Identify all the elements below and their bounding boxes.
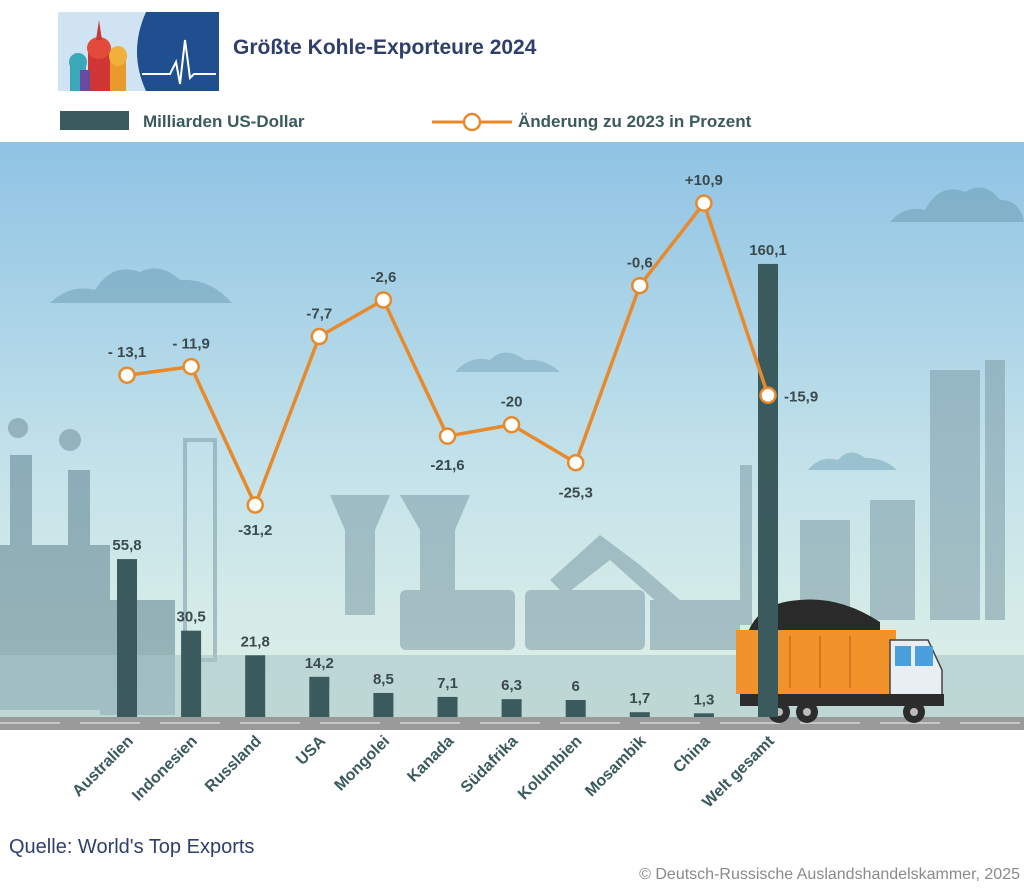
bar-7	[501, 699, 522, 717]
line-point-10	[695, 194, 713, 212]
line-point-11	[759, 386, 777, 405]
line-value-label: - 11,9	[172, 336, 210, 353]
logo-icon	[58, 12, 219, 91]
bar-value-labels: 55,8 30,5 21,8 14,2 8,5 7,1 6,3 6 1,7 1,3 160,1	[112, 242, 786, 708]
line-point-5	[374, 291, 393, 309]
line-point-7	[502, 415, 521, 434]
category-label: USA	[293, 732, 329, 768]
category-label: China	[670, 733, 714, 777]
page-title: Größte Kohle-Exporteure 2024	[233, 36, 537, 59]
line-value-label: -21,6	[430, 457, 464, 474]
line-value-label: -0,6	[627, 255, 653, 272]
category-label: Südafrika	[458, 733, 522, 797]
bar-value-label: 14,2	[305, 655, 334, 672]
line-point-2	[182, 357, 200, 376]
bar-5	[373, 692, 394, 717]
bar-value-label: 160,1	[749, 242, 787, 259]
legend-bar-label: Milliarden US-Dollar	[143, 112, 305, 131]
bar-10	[693, 713, 714, 717]
category-label: Australien	[69, 733, 136, 800]
line-point-6	[438, 427, 457, 445]
line-value-labels: - 13,1 - 11,9 -31,2 -7,7 -2,6 -21,6 -20 -25,3 -0…	[108, 172, 818, 539]
line-point-9	[631, 276, 649, 295]
bar-value-label: 21,8	[241, 633, 270, 650]
category-label: Mongolei	[332, 733, 394, 795]
bar-value-label: 1,7	[629, 690, 650, 707]
line-point-4	[310, 327, 329, 346]
bar-11	[758, 263, 778, 717]
bar-value-label: 30,5	[176, 609, 205, 626]
line-point-3	[246, 496, 264, 514]
bar-6	[437, 696, 458, 717]
copyright-note: © Deutsch-Russische Auslandshandelskamme…	[639, 866, 1020, 883]
bar-9	[629, 712, 650, 717]
bar-value-label: 55,8	[112, 537, 141, 554]
industrial-scenery	[0, 187, 1024, 715]
bar-value-label: 8,5	[373, 671, 394, 688]
line-point-1	[118, 366, 136, 384]
line-value-label: -7,7	[306, 306, 332, 323]
category-label: Kanada	[404, 733, 457, 786]
line-value-label: -25,3	[559, 485, 593, 502]
category-label: Indonesien	[129, 733, 201, 805]
bar-value-label: 1,3	[693, 691, 714, 708]
legend-line-label: Änderung zu 2023 in Prozent	[518, 112, 752, 131]
bar-2	[181, 630, 202, 717]
bar-4	[309, 676, 330, 717]
bar-value-label: 7,1	[437, 675, 458, 692]
bar-value-label: 6,3	[501, 677, 522, 694]
bar-series	[117, 263, 778, 717]
line-series	[118, 194, 777, 514]
line-value-label: -31,2	[238, 522, 272, 539]
legend-line-swatch	[432, 112, 512, 132]
category-label: Mosambik	[582, 733, 649, 800]
line-point-8	[566, 453, 585, 472]
line-value-label: +10,9	[685, 172, 723, 189]
line-value-label: -20	[501, 394, 523, 411]
bar-8	[565, 700, 586, 717]
line-value-label: - 13,1	[108, 344, 146, 361]
bar-1	[117, 559, 137, 717]
source-note: Quelle: World's Top Exports	[9, 836, 255, 858]
category-label: Russland	[202, 733, 265, 796]
line-value-label: -2,6	[370, 269, 396, 286]
legend-bar-swatch	[60, 111, 129, 130]
bar-value-label: 6	[572, 678, 580, 695]
category-label: Kolumbien	[515, 733, 585, 803]
line-value-label: -15,9	[784, 388, 818, 405]
bar-3	[245, 655, 266, 717]
